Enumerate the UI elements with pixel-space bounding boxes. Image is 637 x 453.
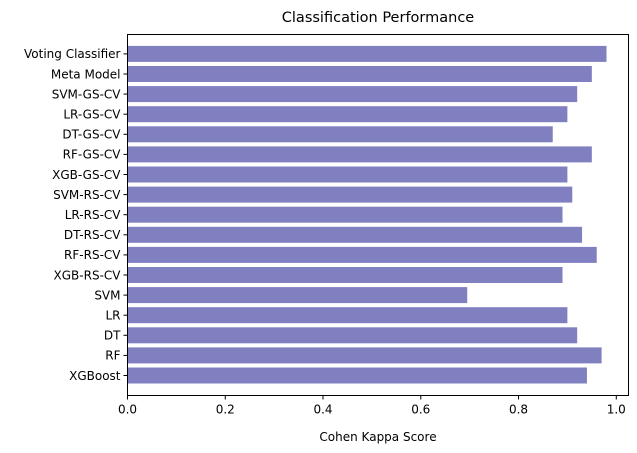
y-tick-label: SVM: [94, 288, 120, 302]
bar-rf-rs-cv: [127, 246, 597, 263]
bar-dt-gs-cv: [127, 126, 553, 143]
bar-svm-gs-cv: [127, 86, 578, 103]
bar-svm: [127, 287, 468, 304]
bar-dt: [127, 327, 578, 344]
x-tick-label: 0.4: [313, 403, 332, 417]
y-tick-label: DT: [104, 329, 121, 343]
y-tick-label: XGB-GS-CV: [52, 168, 121, 182]
y-tick-label: DT-GS-CV: [62, 128, 121, 142]
y-tick-label: RF-GS-CV: [63, 148, 122, 162]
y-tick-label: LR-RS-CV: [65, 208, 122, 222]
y-tick-label: LR: [105, 309, 120, 323]
x-tick-label: 0.6: [411, 403, 430, 417]
y-tick-label: LR-GS-CV: [63, 108, 121, 122]
chart-title: Classification Performance: [282, 10, 475, 26]
bar-lr-gs-cv: [127, 106, 568, 123]
bar-xgboost: [127, 367, 587, 384]
y-tick-label: XGB-RS-CV: [54, 268, 122, 282]
bar-svm-rs-cv: [127, 186, 573, 203]
x-axis-ticks: 0.0 0.2 0.4 0.6 0.8 1.0: [118, 395, 626, 417]
bar-dt-rs-cv: [127, 226, 583, 243]
y-tick-label: RF-RS-CV: [64, 248, 121, 262]
x-tick-label: 1.0: [607, 403, 626, 417]
bar-voting-classifier: [127, 45, 607, 62]
bar-lr: [127, 307, 568, 324]
y-tick-label: SVM-GS-CV: [52, 87, 122, 101]
y-tick-label: SVM-RS-CV: [53, 188, 121, 202]
y-tick-label: XGBoost: [69, 369, 121, 383]
y-tick-label: Voting Classifier: [24, 47, 121, 61]
x-axis-label: Cohen Kappa Score: [319, 430, 436, 444]
plot-frame: [127, 34, 629, 396]
y-tick-label: DT-RS-CV: [64, 228, 121, 242]
bar-xgb-rs-cv: [127, 267, 563, 283]
bar-meta-model: [127, 66, 592, 82]
y-tick-label: RF: [105, 349, 120, 363]
bar-rf: [127, 347, 602, 364]
y-axis-ticks: XGBoost RF DT LR SVM XGB-RS-CV RF-RS-CV DT-RS-C…: [24, 47, 128, 383]
bars-group: [127, 45, 607, 384]
x-tick-label: 0.8: [509, 403, 528, 417]
x-tick-label: 0.0: [118, 403, 137, 417]
bar-lr-rs-cv: [127, 206, 563, 223]
y-tick-label: Meta Model: [51, 67, 121, 81]
bar-xgb-gs-cv: [127, 166, 568, 183]
x-tick-label: 0.2: [216, 403, 235, 417]
bar-rf-gs-cv: [127, 146, 592, 163]
